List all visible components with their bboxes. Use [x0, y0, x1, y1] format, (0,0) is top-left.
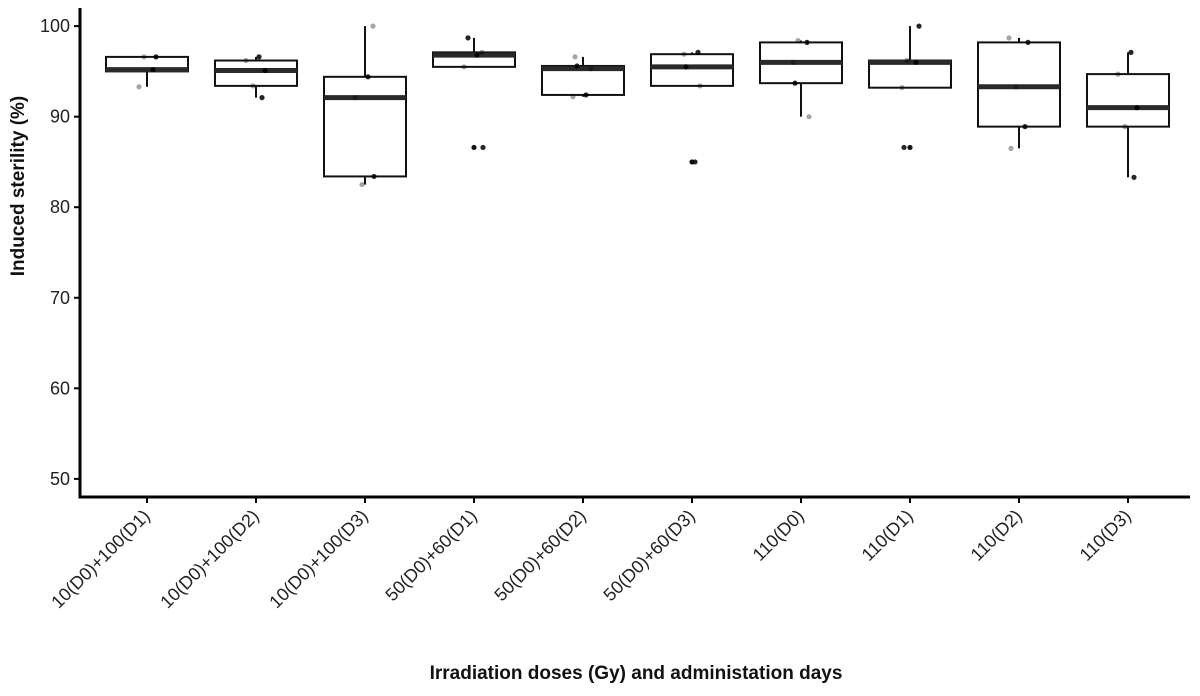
data-point: [1025, 39, 1031, 46]
data-point: [136, 84, 142, 90]
data-point: [1115, 71, 1121, 77]
data-point: [371, 173, 377, 180]
y-axis-title: Induced sterility (%): [8, 96, 29, 277]
box-group-1: [105, 55, 189, 87]
x-tick-label: 10(D0)+100(D2): [156, 506, 262, 612]
data-point: [1013, 84, 1019, 90]
data-point: [479, 49, 485, 55]
outlier-point: [907, 144, 913, 151]
box-body: [1086, 73, 1170, 128]
data-point: [465, 35, 471, 41]
data-point: [570, 94, 576, 100]
box-group-6: [650, 52, 734, 165]
data-point: [1006, 35, 1012, 41]
box-body: [650, 53, 734, 87]
x-tick-label: 50(D0)+60(D2): [490, 506, 589, 605]
box-group-5: [541, 56, 625, 97]
data-point: [1134, 105, 1140, 111]
data-point: [904, 57, 910, 64]
box-group-3: [323, 26, 407, 185]
data-point: [150, 66, 156, 73]
data-point: [153, 54, 159, 60]
data-point: [901, 144, 907, 151]
data-point: [899, 85, 905, 91]
data-point: [683, 64, 689, 70]
outlier-point: [471, 144, 477, 151]
x-tick-label: 10(D0)+100(D3): [265, 506, 371, 612]
data-point: [574, 63, 580, 69]
box-body: [214, 59, 298, 87]
data-point: [141, 54, 147, 60]
x-tick-label: 50(D0)+60(D1): [381, 506, 480, 605]
data-point: [681, 51, 687, 57]
data-point: [1008, 145, 1014, 151]
data-point: [583, 92, 589, 98]
data-point: [695, 49, 701, 55]
data-point: [243, 57, 249, 64]
data-point: [461, 64, 467, 70]
plot-area: [105, 23, 1170, 188]
box-group-8: [868, 26, 952, 151]
data-point: [806, 114, 812, 120]
data-point: [370, 23, 376, 29]
data-point: [692, 159, 698, 165]
data-point: [1022, 124, 1028, 130]
data-point: [365, 74, 371, 80]
data-point: [792, 80, 798, 86]
data-point: [480, 144, 486, 151]
x-tick-label: 10(D0)+100(D1): [47, 506, 153, 612]
y-tick-label: 100: [40, 16, 70, 36]
data-point: [572, 54, 578, 60]
data-point: [250, 83, 256, 89]
x-tick-label: 110(D2): [967, 506, 1026, 565]
x-tick-label: 110(D0): [749, 506, 808, 565]
box-group-2: [214, 56, 298, 98]
y-tick-label: 60: [50, 378, 70, 398]
data-point: [359, 181, 365, 188]
y-tick-label: 50: [50, 469, 70, 489]
y-tick-label: 70: [50, 288, 70, 308]
y-tick-label: 90: [50, 107, 70, 127]
box-group-10: [1086, 52, 1170, 178]
box-group-4: [432, 37, 516, 151]
box-body: [323, 75, 407, 178]
data-point: [804, 39, 810, 46]
data-point: [352, 95, 358, 101]
data-point: [790, 59, 796, 65]
box-group-7: [759, 40, 843, 117]
data-point: [1122, 124, 1128, 130]
data-point: [474, 52, 480, 58]
data-point: [262, 67, 268, 74]
data-point: [1131, 174, 1137, 180]
data-point: [697, 83, 703, 89]
x-tick-label: 110(D3): [1076, 506, 1135, 565]
x-tick-label: 110(D1): [858, 506, 917, 565]
data-point: [913, 59, 919, 65]
data-point: [916, 23, 922, 29]
box-group-9: [977, 37, 1061, 149]
x-axis-title: Irradiation doses (Gy) and administation…: [430, 663, 843, 684]
y-tick-label: 80: [50, 197, 70, 217]
data-point: [1128, 49, 1134, 55]
box-body: [868, 59, 952, 89]
x-tick-label: 50(D0)+60(D3): [599, 506, 698, 605]
data-point: [256, 54, 262, 60]
data-point: [259, 95, 265, 101]
data-point: [588, 66, 594, 72]
data-point: [795, 38, 801, 44]
